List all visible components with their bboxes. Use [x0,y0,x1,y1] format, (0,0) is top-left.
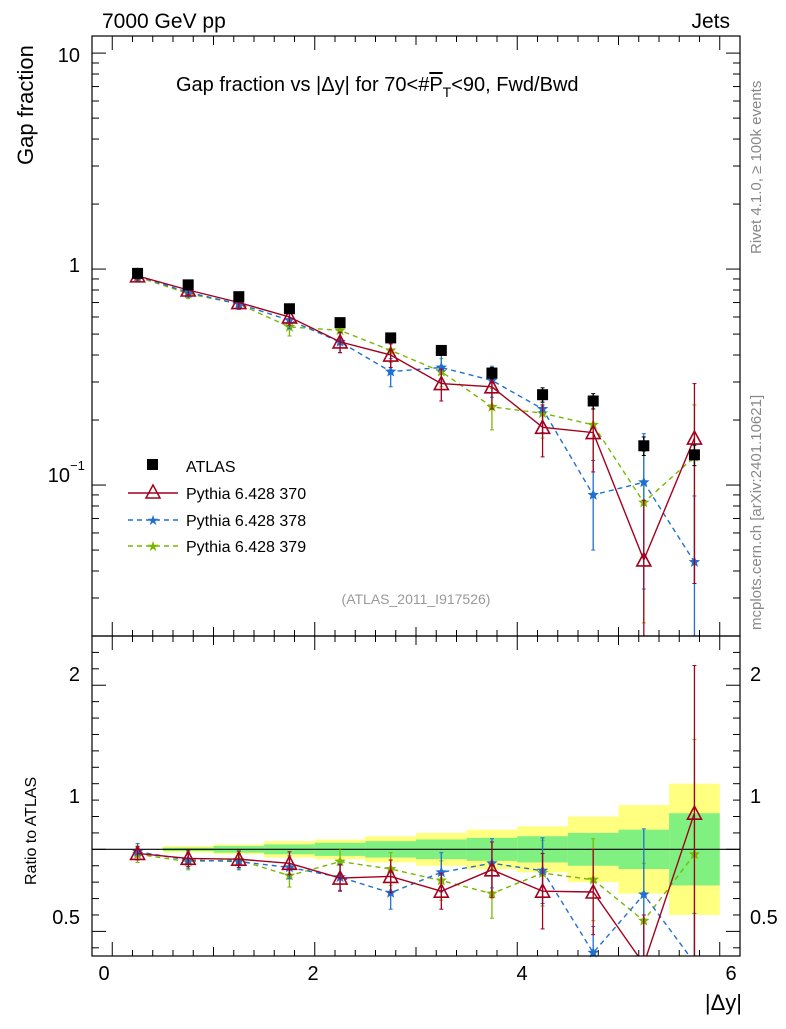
series-line [137,812,696,956]
main-panel [129,267,703,637]
data-point [230,850,248,866]
x-axis-title: |Δy| [705,990,742,1015]
legend-marker-378: ★ [147,512,160,528]
data-point [584,883,602,899]
data-point [435,866,447,878]
y-tick-label-1: 1 [69,255,80,277]
data-point [483,378,501,394]
data-point [537,389,549,401]
data-point [182,279,194,291]
data-point [385,365,397,377]
rivet-version-label: Rivet 4.1.0, ≥ 100k events [748,81,765,254]
data-point [587,488,599,500]
data-point [584,423,602,440]
ratio-tick-label-0.5-left: 0.5 [52,907,80,929]
legend-marker-atlas [147,459,158,470]
series-3 [131,270,701,624]
x-tick-label-4: 4 [516,963,527,985]
data-point [486,367,498,379]
data-point [283,303,295,315]
data-point [129,844,146,861]
category-label: Jets [691,10,730,33]
data-point [686,804,703,821]
energy-label: 7000 GeV pp [102,10,226,33]
ratio-tick-label-2-right: 2 [750,664,761,686]
data-point [331,869,349,885]
data-point [638,888,650,900]
legend: ATLAS Pythia 6.428 370 ★ Pythia 6.428 37… [128,459,306,556]
data-point [435,361,447,373]
series-0 [132,267,700,467]
data-point [281,308,298,324]
data-point [534,418,551,435]
x-tick-label-0: 0 [98,963,109,985]
legend-label-370: Pythia 6.428 370 [186,486,306,503]
data-point [635,551,653,567]
data-point [686,429,703,445]
data-point [132,267,144,279]
y-tick-exponent: −1 [70,458,85,473]
data-point [432,882,450,898]
legend-label-379: Pythia 6.428 379 [186,539,306,556]
analysis-id: (ATLAS_2011_I917526) [342,591,491,607]
data-point [233,291,245,303]
data-point [638,440,650,452]
data-point [281,854,298,871]
data-point [688,449,700,461]
data-point [638,476,650,488]
ratio-tick-label-0.5-right: 0.5 [750,907,778,929]
data-point [587,395,599,407]
data-point [334,855,346,867]
data-point [331,333,349,349]
legend-label-atlas: ATLAS [186,459,236,476]
ratio-y-axis-title: Ratio to ATLAS [23,777,40,885]
data-point [179,849,197,866]
legend-label-378: Pythia 6.428 378 [186,513,306,530]
x-tick-label-2: 2 [307,963,318,985]
y-axis-title: Gap fraction [13,45,38,165]
data-point [382,867,400,884]
series-line [137,851,691,956]
y-tick-label-10: 10 [58,45,80,67]
series-line [137,853,695,922]
ratio-frame [91,635,741,957]
ratio-panel [92,665,740,958]
data-point [435,344,447,356]
data-point [483,861,501,877]
plot-title: Gap fraction vs |Δy| for 70<#PT<90, Fwd/… [176,74,579,100]
ratio-tick-label-1-left: 1 [69,786,80,808]
x-tick-label-6: 6 [725,963,736,985]
mcplots-label: mcplots.cern.ch [arXiv:2401.10621] [748,395,765,630]
series-2 [131,269,701,637]
ratio-tick-label-2-left: 2 [69,664,80,686]
legend-marker-370 [144,483,162,499]
data-point [334,324,346,336]
data-point [334,317,346,329]
y-tick-label-0.1: 10 [48,465,70,487]
data-point [382,346,400,362]
series-1 [129,267,703,637]
ratio-series-1 [129,665,703,957]
data-point [432,374,450,391]
axis-ticks [92,36,740,956]
data-point [385,332,397,344]
ratio-tick-label-1-right: 1 [750,786,761,808]
series-line [137,275,696,562]
legend-marker-379: ★ [147,538,160,554]
data-point [534,882,551,898]
data-point [587,946,599,958]
